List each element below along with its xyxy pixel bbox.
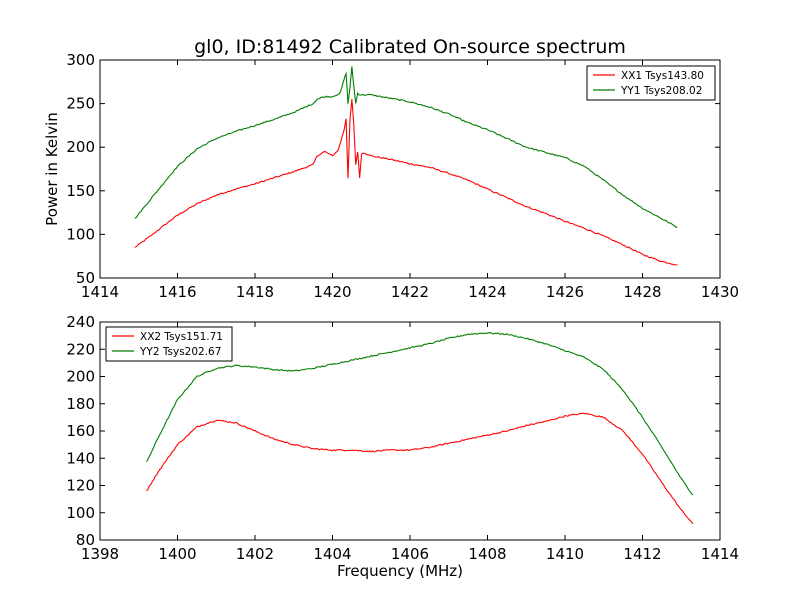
x-tick-label: 1414 [701, 545, 739, 563]
x-tick-label: 1404 [313, 545, 351, 563]
x-tick-label: 1398 [81, 545, 119, 563]
x-tick-label: 1416 [158, 283, 196, 301]
x-tick-label: 1418 [236, 283, 274, 301]
y-tick-label: 180 [66, 395, 95, 413]
legend-box [586, 65, 716, 101]
y-tick-label: 200 [66, 368, 95, 386]
x-tick-label: 1428 [623, 283, 661, 301]
y-tick-label: 250 [66, 95, 95, 113]
series-line-0-1 [134, 66, 678, 228]
y-tick-label: 120 [66, 477, 95, 495]
series-line-1-1 [146, 331, 694, 496]
x-tick-label: 1410 [546, 545, 584, 563]
x-tick-label: 1420 [313, 283, 351, 301]
x-tick-label: 1412 [623, 545, 661, 563]
x-tick-label: 1408 [468, 545, 506, 563]
legend-entry: YY1 Tsys208.02 [620, 85, 702, 97]
y-tick-label: 80 [76, 531, 95, 549]
y-tick-label: 100 [66, 225, 95, 243]
y-axis-label: Power in Kelvin [43, 112, 61, 226]
y-tick-label: 240 [66, 313, 95, 331]
x-axis-label: Frequency (MHz) [337, 562, 463, 580]
bottom-panel: 1398 1400 1402 1404 1406 1408 1410 1412 1414 80 10… [66, 313, 739, 580]
x-tick-label: 1422 [391, 283, 429, 301]
top-panel: 1414 1416 1418 1420 1422 1424 1426 1428 1430 50 10… [43, 51, 739, 301]
series-line-0-0 [134, 99, 678, 266]
figure-title: gl0, ID:81492 Calibrated On-source spect… [194, 36, 626, 58]
x-tick-label: 1400 [158, 545, 196, 563]
x-tick-label: 1414 [81, 283, 119, 301]
x-tick-label: 1426 [546, 283, 584, 301]
legend: XX1 Tsys143.80 YY1 Tsys208.02 [586, 65, 716, 101]
x-tick-label: 1430 [701, 283, 739, 301]
legend: XX2 Tsys151.71 YY2 Tsys202.67 [105, 326, 233, 362]
y-tick-label: 50 [76, 269, 95, 287]
y-tick-label: 300 [66, 51, 95, 69]
y-tick-label: 220 [66, 340, 95, 358]
y-tick-label: 160 [66, 422, 95, 440]
y-tick-label: 200 [66, 138, 95, 156]
x-tick-label: 1406 [391, 545, 429, 563]
legend-entry: XX1 Tsys143.80 [621, 70, 704, 82]
y-tick-label: 140 [66, 449, 95, 467]
legend-entry: XX2 Tsys151.71 [140, 331, 223, 343]
x-tick-label: 1402 [236, 545, 274, 563]
series-line-1-0 [146, 412, 694, 524]
legend-entry: YY2 Tsys202.67 [139, 346, 221, 358]
legend-box [105, 326, 233, 362]
x-tick-label: 1424 [468, 283, 506, 301]
y-tick-label: 100 [66, 504, 95, 522]
y-tick-label: 150 [66, 182, 95, 200]
